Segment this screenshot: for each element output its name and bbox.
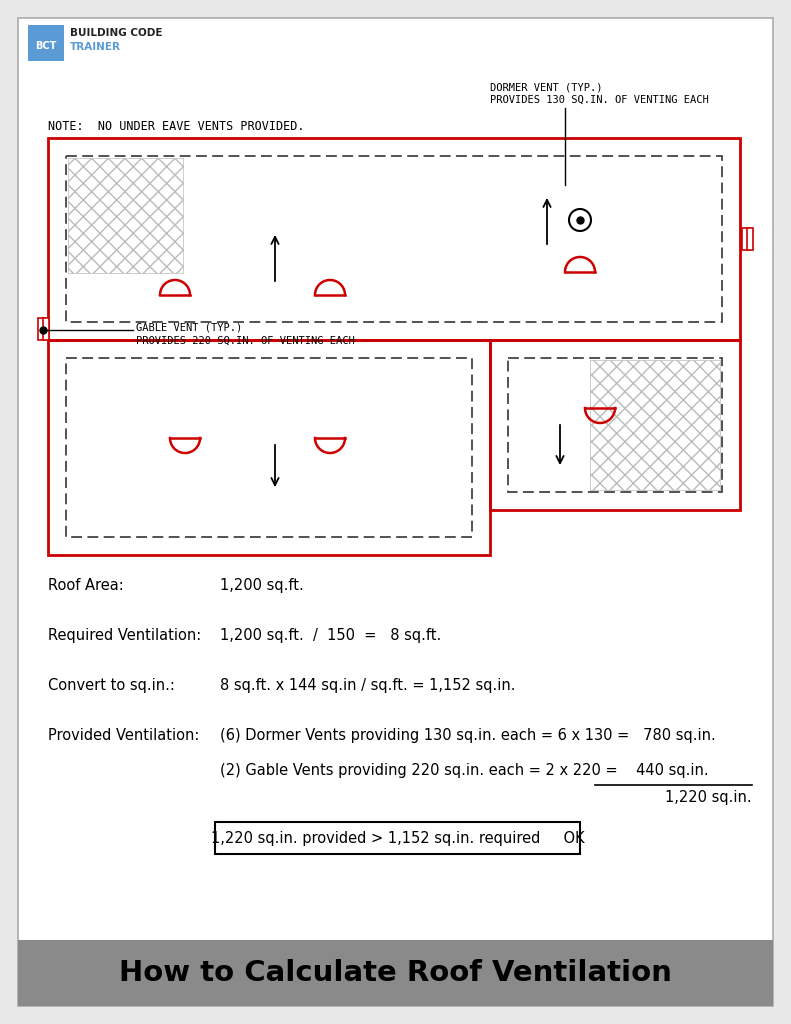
Bar xyxy=(490,340,740,510)
Text: NOTE:  NO UNDER EAVE VENTS PROVIDED.: NOTE: NO UNDER EAVE VENTS PROVIDED. xyxy=(48,120,305,133)
Text: 1,220 sq.in.: 1,220 sq.in. xyxy=(665,790,752,805)
Bar xyxy=(18,940,773,1006)
Text: 1,220 sq.in. provided > 1,152 sq.in. required     OK: 1,220 sq.in. provided > 1,152 sq.in. req… xyxy=(210,830,585,846)
Text: (6) Dormer Vents providing 130 sq.in. each = 6 x 130 =   780 sq.in.: (6) Dormer Vents providing 130 sq.in. ea… xyxy=(220,728,716,743)
Bar xyxy=(38,318,44,340)
Bar xyxy=(742,228,748,250)
Bar xyxy=(66,358,472,537)
Bar xyxy=(747,228,753,250)
Bar xyxy=(68,158,183,273)
Text: 1,200 sq.ft.: 1,200 sq.ft. xyxy=(220,578,304,593)
Bar xyxy=(66,156,722,322)
Text: BCT: BCT xyxy=(36,41,57,51)
Bar xyxy=(43,318,49,340)
Circle shape xyxy=(569,209,591,231)
Text: TRAINER: TRAINER xyxy=(70,42,121,52)
Bar xyxy=(48,340,490,555)
Text: GABLE VENT (TYP.): GABLE VENT (TYP.) xyxy=(136,322,242,332)
Text: 8 sq.ft. x 144 sq.in / sq.ft. = 1,152 sq.in.: 8 sq.ft. x 144 sq.in / sq.ft. = 1,152 sq… xyxy=(220,678,516,693)
Text: Roof Area:: Roof Area: xyxy=(48,578,123,593)
Text: Required Ventilation:: Required Ventilation: xyxy=(48,628,201,643)
Text: BUILDING CODE: BUILDING CODE xyxy=(70,28,162,38)
Text: How to Calculate Roof Ventilation: How to Calculate Roof Ventilation xyxy=(119,959,672,987)
Bar xyxy=(48,138,740,340)
Bar xyxy=(508,358,722,492)
Text: (2) Gable Vents providing 220 sq.in. each = 2 x 220 =    440 sq.in.: (2) Gable Vents providing 220 sq.in. eac… xyxy=(220,763,709,778)
Text: Convert to sq.in.:: Convert to sq.in.: xyxy=(48,678,175,693)
Bar xyxy=(590,360,720,490)
Text: 1,200 sq.ft.  /  150  =   8 sq.ft.: 1,200 sq.ft. / 150 = 8 sq.ft. xyxy=(220,628,441,643)
Text: Provided Ventilation:: Provided Ventilation: xyxy=(48,728,199,743)
Text: PROVIDES 220 SQ.IN. OF VENTING EACH: PROVIDES 220 SQ.IN. OF VENTING EACH xyxy=(136,336,354,346)
Text: DORMER VENT (TYP.): DORMER VENT (TYP.) xyxy=(490,82,603,92)
Bar xyxy=(215,822,580,854)
Text: PROVIDES 130 SQ.IN. OF VENTING EACH: PROVIDES 130 SQ.IN. OF VENTING EACH xyxy=(490,95,709,105)
Bar xyxy=(28,25,64,61)
